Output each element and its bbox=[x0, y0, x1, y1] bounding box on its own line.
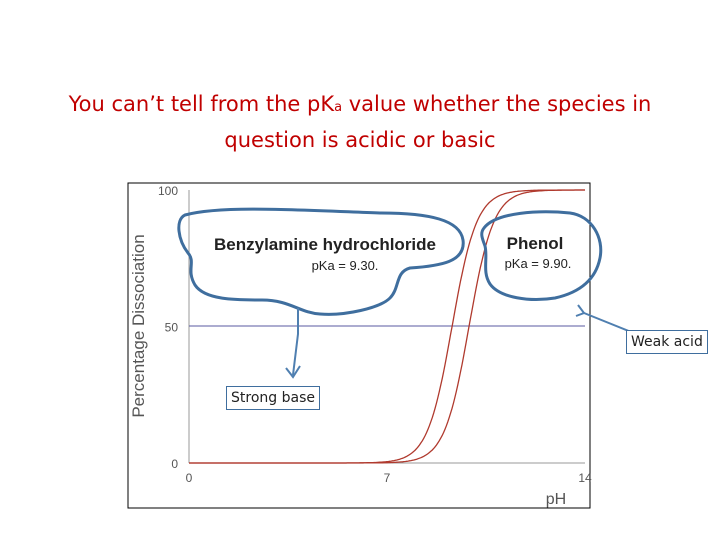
strong-base-arrowhead bbox=[285, 365, 301, 379]
title-subscript: a bbox=[334, 100, 343, 115]
chart-frame bbox=[127, 182, 591, 509]
y-tick-label: 0 bbox=[171, 457, 178, 471]
phenol-callout-outline bbox=[480, 210, 603, 301]
weak-acid-arrowhead bbox=[575, 304, 586, 317]
pka-label-phenol: pKa = 9.90. bbox=[505, 256, 572, 271]
x-tick-label: 7 bbox=[384, 471, 391, 485]
pka-label-benzylamine: pKa = 9.30. bbox=[312, 258, 379, 273]
y-axis-label: Percentage Dissociation bbox=[129, 234, 148, 417]
title-part-2: value whether the species in bbox=[342, 92, 652, 116]
title-line-2: question is acidic or basic bbox=[224, 128, 496, 152]
title-part-1: You can’t tell from the pK bbox=[68, 92, 335, 116]
weak-acid-label: Weak acid bbox=[626, 330, 708, 354]
x-tick-label: 0 bbox=[186, 471, 193, 485]
x-tick-label: 14 bbox=[578, 471, 592, 485]
series-label-benzylamine: Benzylamine hydrochloride bbox=[214, 235, 436, 254]
strong-base-label: Strong base bbox=[226, 386, 320, 410]
slide-title: You can’t tell from the pKa value whethe… bbox=[20, 88, 700, 156]
series-line-phenol bbox=[189, 189, 585, 464]
y-tick-label: 50 bbox=[165, 321, 179, 335]
y-tick-label: 100 bbox=[158, 184, 178, 198]
benzylamine-callout-outline bbox=[177, 207, 465, 316]
series-label-phenol: Phenol bbox=[507, 234, 564, 253]
x-axis-label: pH bbox=[546, 491, 566, 508]
strong-base-connector bbox=[292, 308, 299, 376]
